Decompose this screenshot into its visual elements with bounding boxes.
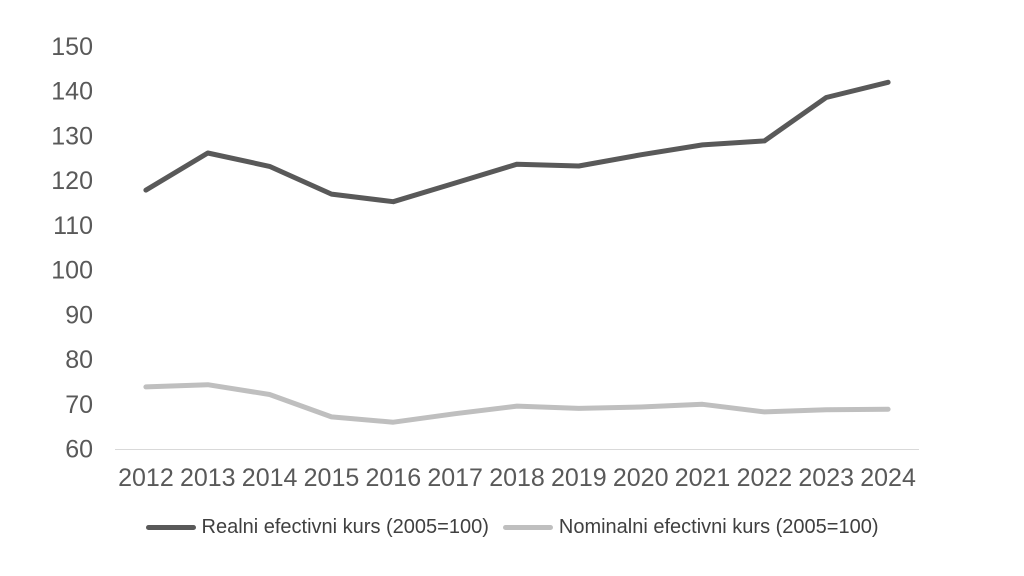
realni-line-swatch <box>145 524 196 530</box>
legend-label-nominalni: Nominalni efectivni kurs (2005=100) <box>558 515 879 538</box>
x-axis-tick-label: 2014 <box>242 464 298 492</box>
x-axis-tick-label: 2022 <box>737 464 793 492</box>
nominalni-line-swatch <box>502 524 553 530</box>
x-axis-tick-label: 2012 <box>118 464 174 492</box>
y-axis-tick-label: 100 <box>51 257 93 285</box>
x-axis-tick-label: 2013 <box>180 464 236 492</box>
x-axis-tick-label: 2020 <box>613 464 669 492</box>
y-axis-tick-label: 140 <box>51 78 93 106</box>
y-axis-tick-label: 60 <box>65 436 93 464</box>
x-axis-tick-label: 2016 <box>365 464 421 492</box>
x-axis-tick-label: 2018 <box>489 464 545 492</box>
realni-line-series <box>143 79 891 205</box>
y-axis-tick-label: 110 <box>53 212 93 240</box>
y-axis-tick-label: 80 <box>65 346 93 374</box>
x-axis-tick-label: 2019 <box>551 464 607 492</box>
x-axis-tick-label: 2023 <box>798 464 854 492</box>
x-axis-tick-label: 2024 <box>860 464 916 492</box>
legend-label-realni: Realni efectivni kurs (2005=100) <box>201 515 489 538</box>
chart-legend: Realni efectivni kurs (2005=100) Nominal… <box>0 513 1024 541</box>
legend-item-realni: Realni efectivni kurs (2005=100) <box>145 515 489 539</box>
y-axis-tick-label: 150 <box>51 33 93 61</box>
y-axis-tick-label: 90 <box>65 301 93 329</box>
y-axis-tick-label: 70 <box>65 391 93 419</box>
x-axis-tick-label: 2021 <box>675 464 731 492</box>
x-axis-tick-label: 2015 <box>304 464 360 492</box>
nominalni-line-series <box>143 382 891 425</box>
y-axis-tick-label: 130 <box>51 122 93 150</box>
y-axis-tick-label: 120 <box>51 167 93 195</box>
x-axis-tick-label: 2017 <box>427 464 483 492</box>
legend-item-nominalni: Nominalni efectivni kurs (2005=100) <box>502 515 879 539</box>
